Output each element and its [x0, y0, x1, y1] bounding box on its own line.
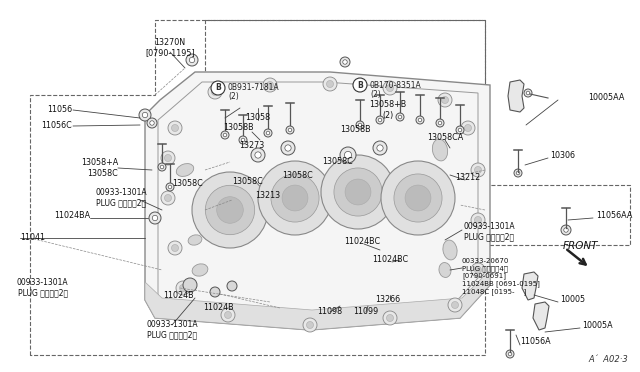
Text: 13058C: 13058C: [283, 170, 314, 180]
Circle shape: [142, 112, 148, 118]
Circle shape: [164, 195, 172, 202]
Circle shape: [438, 93, 452, 107]
Text: 13058: 13058: [245, 113, 271, 122]
Circle shape: [394, 174, 442, 222]
Text: FRONT: FRONT: [563, 241, 598, 251]
Circle shape: [387, 84, 394, 92]
Circle shape: [474, 266, 481, 273]
Text: 11099: 11099: [353, 308, 379, 317]
Circle shape: [271, 174, 319, 222]
Text: (2): (2): [370, 90, 381, 99]
Circle shape: [524, 89, 532, 97]
Ellipse shape: [188, 235, 202, 245]
Text: 10005: 10005: [560, 295, 585, 305]
Circle shape: [436, 119, 444, 127]
Circle shape: [263, 78, 277, 92]
Circle shape: [471, 213, 485, 227]
Circle shape: [266, 131, 270, 135]
Text: 00933-1301A
PLUG プラグ（2）: 00933-1301A PLUG プラグ（2）: [96, 188, 148, 208]
Circle shape: [326, 80, 333, 87]
Text: 10005A: 10005A: [582, 321, 612, 330]
Circle shape: [168, 241, 182, 255]
Text: 00933-1301A
PLUG プラグ（2）: 00933-1301A PLUG プラグ（2）: [17, 278, 68, 297]
Text: 11024BA: 11024BA: [54, 211, 90, 219]
Polygon shape: [522, 272, 538, 300]
Circle shape: [255, 152, 261, 158]
Circle shape: [396, 113, 404, 121]
Text: 0B931-7181A: 0B931-7181A: [228, 83, 280, 93]
Circle shape: [448, 298, 462, 312]
Circle shape: [323, 77, 337, 91]
Circle shape: [149, 212, 161, 224]
Text: 11024B: 11024B: [203, 304, 234, 312]
Text: 11056AA: 11056AA: [596, 211, 632, 219]
Circle shape: [227, 281, 237, 291]
Circle shape: [387, 314, 394, 321]
Circle shape: [442, 96, 449, 103]
Circle shape: [353, 78, 367, 92]
Circle shape: [418, 118, 422, 122]
Circle shape: [514, 169, 522, 177]
Circle shape: [208, 85, 222, 99]
Circle shape: [376, 116, 384, 124]
Circle shape: [241, 138, 245, 142]
Circle shape: [526, 91, 530, 95]
Circle shape: [172, 125, 179, 131]
Polygon shape: [145, 72, 490, 330]
Text: 13266: 13266: [376, 295, 401, 305]
Ellipse shape: [433, 139, 447, 161]
Circle shape: [160, 165, 164, 169]
Circle shape: [158, 163, 166, 171]
Text: 00333-20670
PLUG プラグ（4）
[0790-0691]
11024BB [0691-0195]
11048C [0195-    ]: 00333-20670 PLUG プラグ（4） [0790-0691] 1102…: [462, 258, 540, 295]
Circle shape: [205, 185, 255, 235]
Circle shape: [340, 57, 350, 67]
Circle shape: [471, 163, 485, 177]
Circle shape: [516, 171, 520, 175]
Circle shape: [564, 228, 568, 232]
Circle shape: [461, 121, 475, 135]
Circle shape: [381, 161, 455, 235]
Polygon shape: [145, 270, 490, 330]
Circle shape: [211, 81, 225, 95]
Text: 11056A: 11056A: [520, 337, 550, 346]
Circle shape: [334, 168, 382, 216]
Circle shape: [343, 60, 348, 64]
Circle shape: [210, 287, 220, 297]
Circle shape: [161, 151, 175, 165]
Circle shape: [451, 301, 458, 308]
Text: B: B: [357, 80, 363, 90]
Text: 00933-1301A
PLUG プラグ（2）: 00933-1301A PLUG プラグ（2）: [146, 320, 198, 339]
Circle shape: [383, 311, 397, 325]
Circle shape: [471, 263, 485, 277]
Circle shape: [321, 155, 395, 229]
Circle shape: [358, 123, 362, 127]
Circle shape: [398, 115, 402, 119]
Text: 0B170-8351A: 0B170-8351A: [370, 80, 422, 90]
Circle shape: [378, 118, 382, 122]
Circle shape: [179, 285, 186, 292]
Circle shape: [561, 225, 571, 235]
Circle shape: [282, 185, 308, 211]
Circle shape: [340, 147, 356, 163]
Circle shape: [288, 128, 292, 132]
Text: 13058CA: 13058CA: [427, 134, 463, 142]
Text: B: B: [215, 83, 221, 93]
Circle shape: [377, 145, 383, 151]
Circle shape: [186, 54, 198, 66]
Text: 10306: 10306: [550, 151, 575, 160]
Circle shape: [221, 308, 235, 322]
Circle shape: [189, 57, 195, 63]
Circle shape: [168, 121, 182, 135]
Polygon shape: [533, 302, 549, 330]
Circle shape: [383, 81, 397, 95]
Text: 13058+B
(2): 13058+B (2): [369, 100, 406, 120]
Text: 13058B: 13058B: [223, 124, 253, 132]
Text: 11056C: 11056C: [41, 122, 72, 131]
Circle shape: [251, 148, 265, 162]
Circle shape: [172, 244, 179, 251]
Circle shape: [281, 141, 295, 155]
Text: 11041: 11041: [20, 234, 45, 243]
Circle shape: [176, 281, 190, 295]
Circle shape: [221, 131, 229, 139]
Circle shape: [303, 318, 317, 332]
